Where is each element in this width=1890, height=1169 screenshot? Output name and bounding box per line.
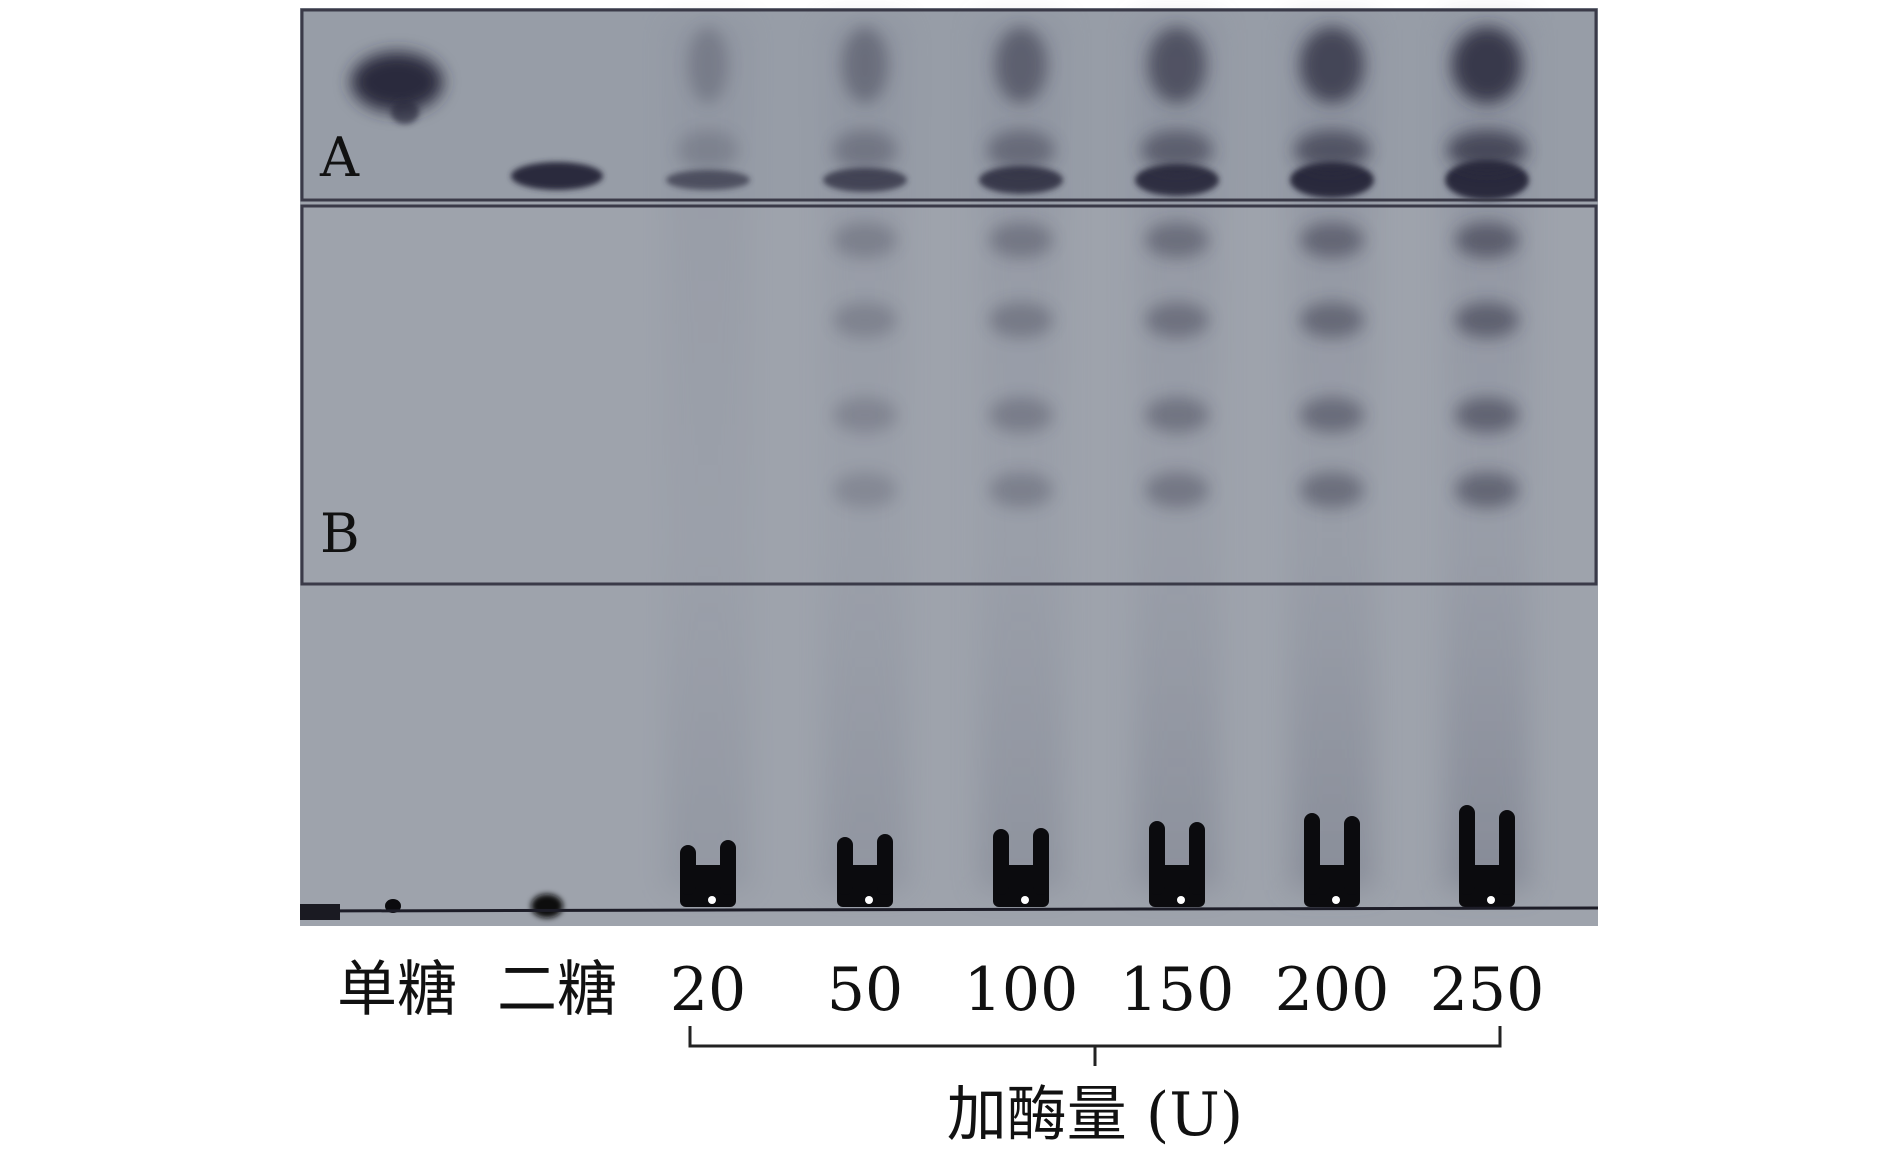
lane-labels: 单糖 二糖 20 50 100 150 200 250 [337,955,1544,1025]
band-b1-200 [1300,222,1364,258]
origin-prong-right-200 [1344,816,1360,895]
band-a2-150 [1141,130,1213,170]
lane-label-100: 100 [964,955,1079,1025]
band-b4-50 [833,472,897,508]
band-b3-200 [1300,397,1364,433]
band-a-150 [1135,164,1219,196]
origin-prong-left-200 [1304,813,1320,895]
band-b4-150 [1145,472,1209,508]
region-a-label: A [319,126,360,189]
band-b2-100 [989,302,1053,338]
band-b4-100 [989,472,1053,508]
band-b3-50 [833,397,897,433]
band-a-100 [979,166,1063,194]
band-top-50 [842,27,888,103]
baseline-line [299,906,1599,913]
band-a-200 [1290,162,1374,198]
band-b3-150 [1145,397,1209,433]
band-a2-100 [987,130,1055,170]
band-a2-200 [1294,130,1370,170]
origin-prong-right-250 [1499,810,1515,895]
band-b1-250 [1455,222,1519,258]
enzyme-dose-bracket [688,1026,1502,1066]
monosaccharide-band [351,52,443,112]
band-b4-250 [1455,472,1519,508]
band-b1-100 [989,222,1053,258]
origin-highlight-100 [1021,896,1029,904]
lane-layer [351,20,1529,918]
region-b-frame [300,204,1598,586]
region-a-frame [300,8,1598,202]
origin-prong-left-100 [993,829,1009,895]
band-a-20 [666,170,750,190]
band-top-250 [1452,27,1522,103]
band-b4-200 [1300,472,1364,508]
band-a2-20 [678,130,738,170]
band-b2-200 [1300,302,1364,338]
disaccharide-band [511,162,603,190]
disaccharide-origin-spot [531,894,563,918]
band-b2-50 [833,302,897,338]
band-top-200 [1300,27,1364,103]
lane-label-200: 200 [1275,955,1390,1025]
band-b2-250 [1455,302,1519,338]
origin-prong-right-50 [877,834,893,895]
band-a2-50 [833,130,897,170]
origin-highlight-50 [865,896,873,904]
origin-highlight-150 [1177,896,1185,904]
band-b1-150 [1145,222,1209,258]
lane-label-50: 50 [827,955,903,1025]
origin-highlight-20 [708,896,716,904]
origin-highlight-200 [1332,896,1340,904]
enzyme-dose-label: 加酶量 (U) [947,1080,1243,1150]
band-b3-100 [989,397,1053,433]
band-b3-250 [1455,397,1519,433]
lane-label-250: 250 [1430,955,1545,1025]
band-top-20 [688,27,728,103]
lane-label-monosaccharide: 单糖 [337,955,457,1025]
band-top-100 [995,27,1047,103]
band-top-150 [1148,27,1206,103]
origin-highlight-250 [1487,896,1495,904]
lane-label-disaccharide: 二糖 [497,955,617,1025]
lane-label-20: 20 [670,955,746,1025]
origin-prong-left-20 [680,845,696,895]
origin-prong-right-100 [1033,828,1049,895]
origin-prong-right-20 [720,840,736,895]
origin-prong-left-50 [837,837,853,895]
origin-prong-right-150 [1189,822,1205,895]
band-b1-50 [833,222,897,258]
origin-prong-left-150 [1149,821,1165,895]
region-b-label: B [320,502,360,565]
lane-label-150: 150 [1120,955,1235,1025]
band-b2-150 [1145,302,1209,338]
band-a-50 [823,168,907,192]
monosaccharide-band-tail [391,100,419,124]
origin-prong-left-250 [1459,805,1475,895]
band-a-250 [1445,160,1529,200]
band-a2-250 [1447,130,1527,170]
